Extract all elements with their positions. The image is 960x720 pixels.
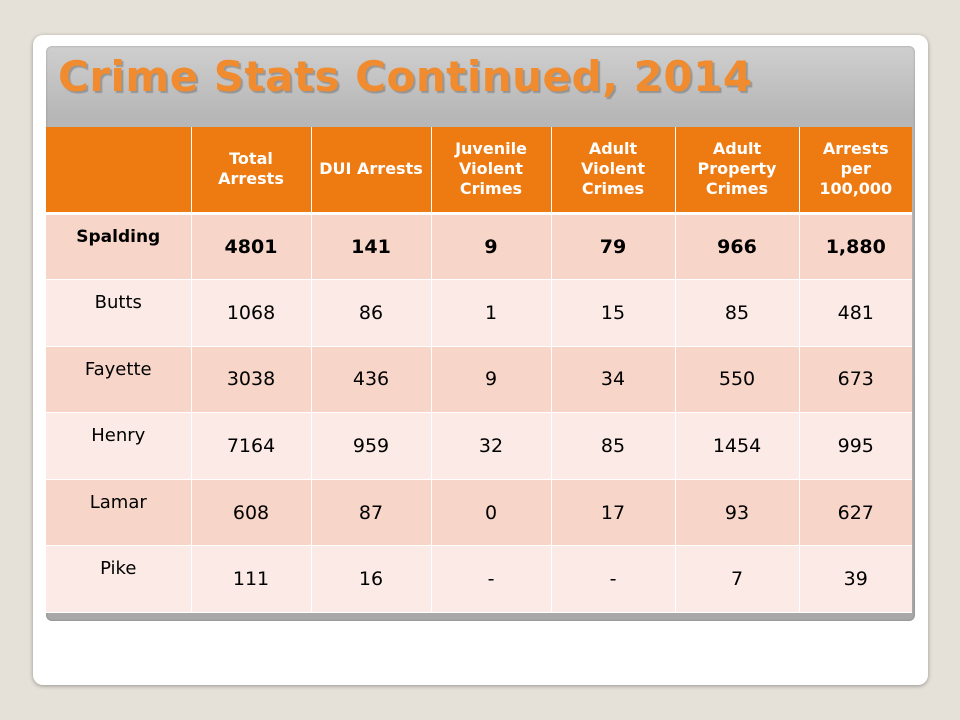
slide-title: Crime Stats Continued, 2014 bbox=[58, 52, 753, 101]
table-cell: 966 bbox=[675, 213, 800, 281]
crime-stats-table: Total Arrests DUI Arrests Juvenile Viole… bbox=[46, 127, 912, 613]
crime-stats-table-wrap: Total Arrests DUI Arrests Juvenile Viole… bbox=[46, 127, 912, 613]
header-arrests-per-100000: Arrests per 100,000 bbox=[799, 127, 912, 215]
county-name: Spalding bbox=[46, 213, 192, 281]
table-cell: 7164 bbox=[191, 412, 312, 480]
table-header-row: Total Arrests DUI Arrests Juvenile Viole… bbox=[46, 127, 912, 215]
table-cell: 481 bbox=[799, 279, 912, 347]
table-cell: 141 bbox=[311, 213, 432, 281]
header-adult-violent-crimes: Adult Violent Crimes bbox=[551, 127, 676, 215]
table-cell: 1 bbox=[431, 279, 552, 347]
table-cell: 1454 bbox=[675, 412, 800, 480]
table-cell: 4801 bbox=[191, 213, 312, 281]
table-row: Henry 7164 959 32 85 1454 995 bbox=[46, 412, 912, 480]
table-cell: 1,880 bbox=[799, 213, 912, 281]
table-cell: 86 bbox=[311, 279, 432, 347]
table-cell: 3038 bbox=[191, 346, 312, 414]
table-cell: 79 bbox=[551, 213, 676, 281]
header-total-arrests: Total Arrests bbox=[191, 127, 312, 215]
table-cell: 39 bbox=[799, 545, 912, 613]
table-cell: 15 bbox=[551, 279, 676, 347]
table-cell: 1068 bbox=[191, 279, 312, 347]
table-cell: 436 bbox=[311, 346, 432, 414]
table-cell: 995 bbox=[799, 412, 912, 480]
table-row: Butts 1068 86 1 15 85 481 bbox=[46, 279, 912, 347]
table-cell: 627 bbox=[799, 479, 912, 547]
table-cell: 0 bbox=[431, 479, 552, 547]
county-name: Henry bbox=[46, 412, 192, 480]
table-cell: 9 bbox=[431, 213, 552, 281]
table-cell: 17 bbox=[551, 479, 676, 547]
table-cell: 34 bbox=[551, 346, 676, 414]
header-juvenile-violent-crimes: Juvenile Violent Crimes bbox=[431, 127, 552, 215]
table-cell: 673 bbox=[799, 346, 912, 414]
table-cell: - bbox=[431, 545, 552, 613]
table-cell: 608 bbox=[191, 479, 312, 547]
table-cell: 93 bbox=[675, 479, 800, 547]
table-cell: 111 bbox=[191, 545, 312, 613]
table-cell: 32 bbox=[431, 412, 552, 480]
table-row: Fayette 3038 436 9 34 550 673 bbox=[46, 346, 912, 414]
table-row: Pike 111 16 - - 7 39 bbox=[46, 545, 912, 613]
table-cell: - bbox=[551, 545, 676, 613]
county-name: Pike bbox=[46, 545, 192, 613]
table-cell: 87 bbox=[311, 479, 432, 547]
header-adult-property-crimes: Adult Property Crimes bbox=[675, 127, 800, 215]
table-row: Spalding 4801 141 9 79 966 1,880 bbox=[46, 213, 912, 281]
county-name: Fayette bbox=[46, 346, 192, 414]
header-corner bbox=[46, 127, 192, 215]
header-dui-arrests: DUI Arrests bbox=[311, 127, 432, 215]
table-cell: 7 bbox=[675, 545, 800, 613]
table-cell: 85 bbox=[675, 279, 800, 347]
county-name: Butts bbox=[46, 279, 192, 347]
table-cell: 85 bbox=[551, 412, 676, 480]
county-name: Lamar bbox=[46, 479, 192, 547]
table-cell: 959 bbox=[311, 412, 432, 480]
table-cell: 9 bbox=[431, 346, 552, 414]
table-cell: 16 bbox=[311, 545, 432, 613]
table-row: Lamar 608 87 0 17 93 627 bbox=[46, 479, 912, 547]
table-cell: 550 bbox=[675, 346, 800, 414]
